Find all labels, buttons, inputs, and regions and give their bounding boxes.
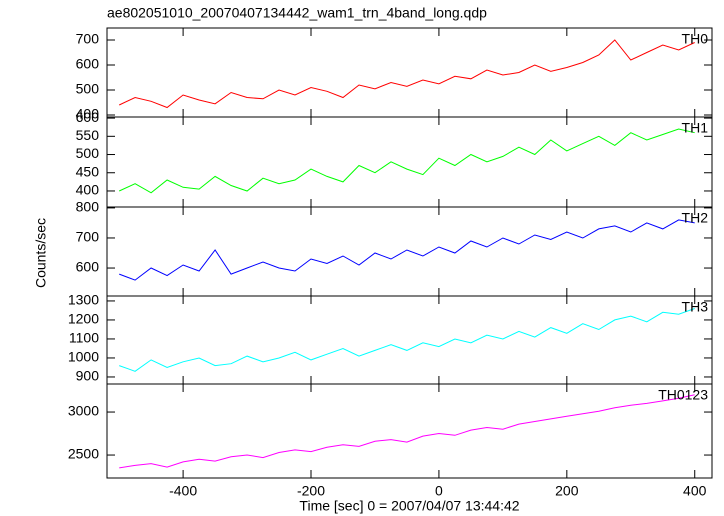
y-tick-label: 1000 [68,349,99,365]
y-tick-label: 1100 [69,330,99,346]
y-axis-label: Counts/sec [33,218,49,288]
panel-frame [106,116,713,208]
y-tick-label: 600 [76,259,100,275]
y-tick-label: 1200 [68,311,99,327]
data-line [119,394,695,469]
series-label: TH2 [682,210,709,226]
y-tick-label: 700 [76,31,100,47]
data-line [118,128,695,194]
y-tick-label: 2500 [68,446,99,462]
series-label: TH0123 [658,387,708,403]
chart-title: ae802051010_20070407134442_wam1_trn_4ban… [107,5,487,21]
y-tick-label: 400 [76,106,100,122]
y-tick-label: 3000 [68,403,99,419]
y-tick-label: 500 [76,145,100,161]
panel-frame [106,383,713,479]
x-tick-label: 0 [435,483,443,499]
y-tick-label: 550 [76,127,100,143]
panel-frame [106,295,713,385]
data-line [119,308,695,372]
panel-frame [106,27,713,118]
data-line [119,219,695,281]
y-tick-label: 600 [76,109,100,125]
x-axis-label: Time [sec] 0 = 2007/04/07 13:44:42 [299,498,519,514]
y-tick-label: 450 [76,163,100,179]
y-tick-label: 1300 [68,292,99,308]
y-tick-label: 400 [76,182,100,198]
y-tick-label: 500 [76,81,100,97]
x-tick-label: -200 [297,483,325,499]
y-tick-label: 700 [76,229,100,245]
x-tick-label: 400 [683,483,707,499]
x-tick-label: 200 [555,483,579,499]
data-line [118,39,695,109]
series-label: TH1 [682,120,709,136]
series-label: TH3 [682,299,709,315]
y-tick-label: 800 [76,199,100,215]
x-tick-label: -400 [169,483,197,499]
y-tick-label: 900 [76,368,100,384]
series-label: TH0 [682,31,709,47]
y-tick-label: 600 [76,56,100,72]
